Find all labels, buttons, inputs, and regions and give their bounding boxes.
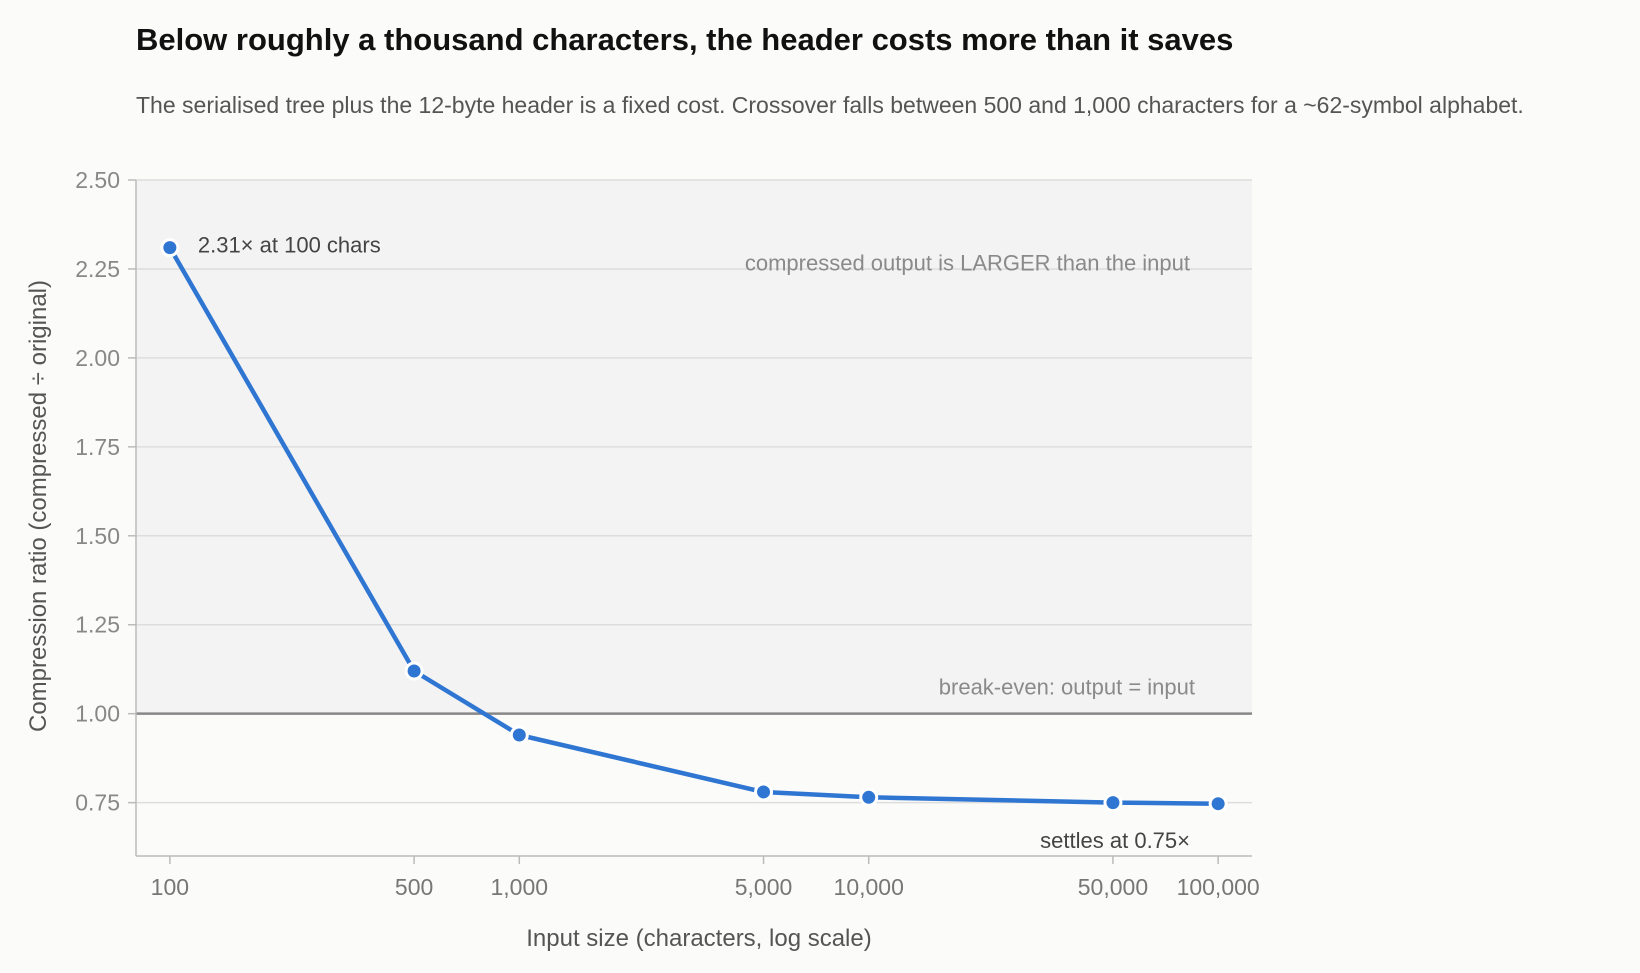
data-point [1103, 793, 1123, 813]
data-point [859, 787, 879, 807]
x-tick-label: 5,000 [735, 874, 793, 900]
x-tick-label: 100,000 [1177, 874, 1260, 900]
data-point [160, 238, 180, 258]
y-tick-label: 2.00 [75, 345, 120, 371]
x-tick-label: 100 [151, 874, 189, 900]
x-tick-label: 10,000 [834, 874, 904, 900]
x-tick-label: 50,000 [1078, 874, 1148, 900]
x-tick-label: 500 [395, 874, 433, 900]
y-tick-label: 1.00 [75, 701, 120, 727]
y-tick-labels: 0.75 1.00 1.25 1.50 1.75 2.00 2.25 2.50 [75, 167, 136, 816]
chart-subtitle: The serialised tree plus the 12-byte hea… [136, 92, 1524, 118]
data-point [509, 725, 529, 745]
y-tick-label: 1.25 [75, 612, 120, 638]
axes [135, 180, 1252, 857]
y-tick-label: 1.75 [75, 434, 120, 460]
y-tick-label: 2.25 [75, 256, 120, 282]
data-point [1208, 794, 1228, 814]
data-point [404, 661, 424, 681]
larger-region-label: compressed output is LARGER than the inp… [745, 251, 1190, 276]
data-points [160, 238, 1228, 814]
x-axis-title: Input size (characters, log scale) [526, 925, 871, 952]
start-annotation: 2.31× at 100 chars [198, 233, 381, 258]
y-tick-label: 1.50 [75, 523, 120, 549]
data-point [754, 782, 774, 802]
x-tick-labels: 100 500 1,000 5,000 10,000 50,000 100,000 [151, 856, 1260, 900]
y-tick-label: 0.75 [75, 790, 120, 816]
end-annotation: settles at 0.75× [1040, 828, 1190, 853]
y-axis-title: Compression ratio (compressed ÷ original… [25, 280, 52, 732]
chart-title: Below roughly a thousand characters, the… [136, 22, 1234, 57]
break-even-label: break-even: output = input [939, 675, 1195, 700]
y-tick-label: 2.50 [75, 167, 120, 193]
x-tick-label: 1,000 [491, 874, 549, 900]
